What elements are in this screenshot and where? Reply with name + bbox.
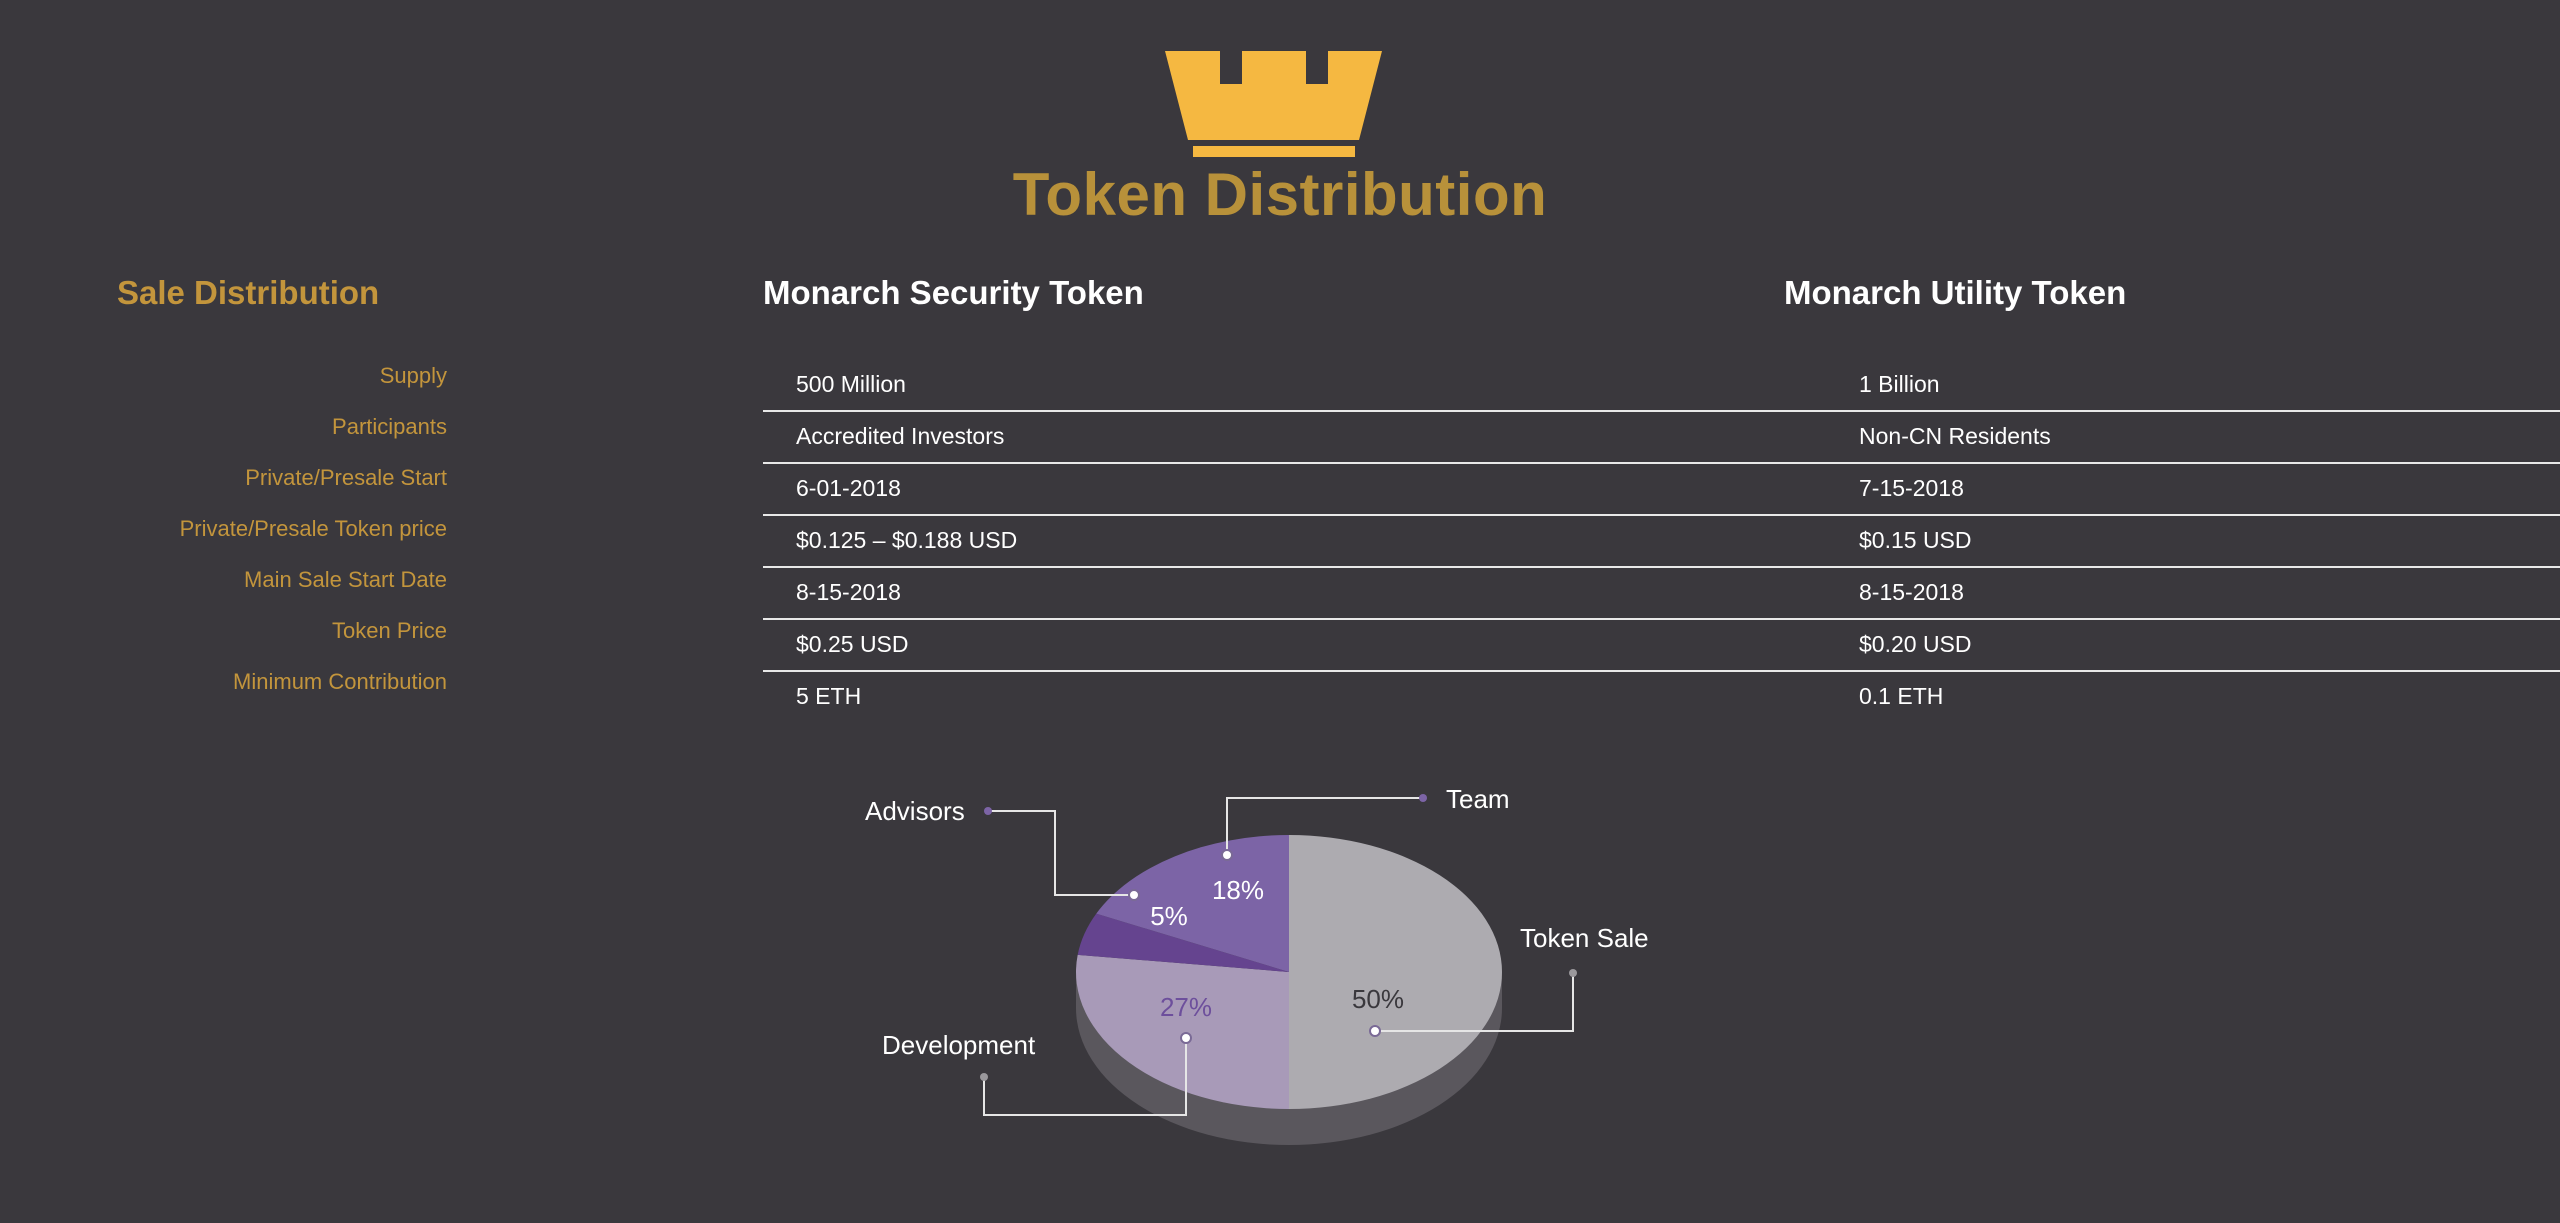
row-label-participants: Participants	[332, 414, 447, 439]
token-comparison-table: 500 Million 1 Billion Accredited Investo…	[763, 360, 2560, 722]
pie-slice-team	[1096, 835, 1289, 972]
pie-percent-development: 27%	[1160, 992, 1212, 1022]
row-label-main-sale-start: Main Sale Start Date	[244, 567, 447, 592]
sale-distribution-title: Sale Distribution	[117, 274, 380, 311]
pie-depth-side	[1076, 972, 1502, 1145]
pie-label-team: Team	[1446, 784, 1510, 814]
utility-presale-price: $0.15 USD	[1859, 527, 1972, 553]
pie-label-development: Development	[882, 1030, 1036, 1060]
security-presale-price: $0.125 – $0.188 USD	[796, 527, 1018, 553]
pie-leader-token-sale	[1375, 973, 1574, 1032]
pie-percent-advisors: 5%	[1150, 901, 1188, 931]
security-presale-start: 6-01-2018	[796, 475, 901, 501]
sale-distribution-labels: Supply Participants Private/Presale Star…	[0, 358, 447, 715]
pie-leader-end-token-sale	[1569, 969, 1577, 977]
pie-leader-dot-token-sale	[1369, 1025, 1381, 1037]
pie-percent-token-sale: 50%	[1352, 984, 1404, 1014]
pie-leader-dot-advisors	[1128, 889, 1140, 901]
security-token-title: Monarch Security Token	[763, 274, 1144, 311]
utility-minimum-contribution: 0.1 ETH	[1859, 683, 1944, 709]
table-row: 500 Million 1 Billion	[763, 360, 2560, 412]
pie-leader-dot-team	[1221, 849, 1233, 861]
pie-label-token-sale: Token Sale	[1520, 923, 1649, 953]
pie-slice-advisors	[1077, 913, 1289, 972]
pie-leader-team	[1226, 797, 1423, 855]
table-row: 6-01-2018 7-15-2018	[763, 464, 2560, 516]
table-row: $0.25 USD $0.20 USD	[763, 620, 2560, 672]
row-label-supply: Supply	[379, 363, 447, 388]
utility-supply: 1 Billion	[1859, 371, 1940, 397]
pie-percent-team: 18%	[1212, 875, 1264, 905]
row-label-token-price: Token Price	[332, 618, 447, 643]
row-label-presale-price: Private/Presale Token price	[179, 516, 447, 541]
table-row: Accredited Investors Non-CN Residents	[763, 412, 2560, 464]
pie-leader-end-advisors	[984, 807, 992, 815]
utility-participants: Non-CN Residents	[1859, 423, 2051, 449]
pie-slice-development	[1076, 954, 1289, 1109]
row-label-presale-start: Private/Presale Start	[245, 465, 447, 490]
table-row: 8-15-2018 8-15-2018	[763, 568, 2560, 620]
pie-leader-advisors	[988, 810, 1134, 896]
table-row: $0.125 – $0.188 USD $0.15 USD	[763, 516, 2560, 568]
pie-leader-end-team	[1419, 794, 1427, 802]
security-token-price: $0.25 USD	[796, 631, 909, 657]
security-minimum-contribution: 5 ETH	[796, 683, 862, 709]
crown-icon	[1165, 51, 1382, 157]
security-main-sale-start: 8-15-2018	[796, 579, 901, 605]
pie-leader-development	[983, 1038, 1187, 1116]
table-row: 5 ETH 0.1 ETH	[763, 672, 2560, 722]
pie-slice-token-sale	[1289, 835, 1502, 1109]
page-title: Token Distribution	[1012, 161, 1548, 228]
utility-token-price: $0.20 USD	[1859, 631, 1972, 657]
utility-token-title: Monarch Utility Token	[1784, 274, 2127, 311]
security-participants: Accredited Investors	[796, 423, 1005, 449]
utility-presale-start: 7-15-2018	[1859, 475, 1964, 501]
pie-leader-end-development	[980, 1073, 988, 1081]
pie-leader-dot-development	[1180, 1032, 1192, 1044]
row-label-minimum-contribution: Minimum Contribution	[233, 669, 447, 694]
utility-main-sale-start: 8-15-2018	[1859, 579, 1964, 605]
pie-label-advisors: Advisors	[865, 796, 965, 826]
security-supply: 500 Million	[796, 371, 906, 397]
